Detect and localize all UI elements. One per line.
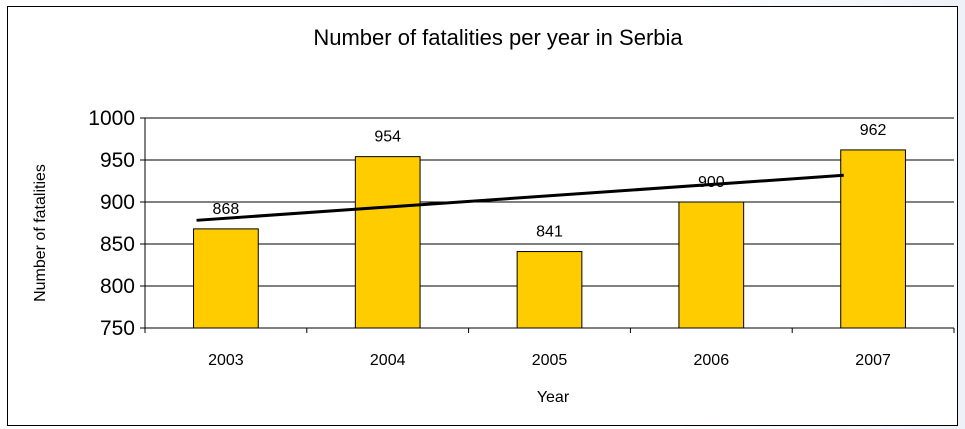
data-label: 962: [860, 122, 887, 139]
x-tick-label: 2007: [855, 352, 891, 369]
y-axis-title: Number of fatalities: [32, 164, 49, 302]
bar: [516, 251, 583, 329]
chart-frame: [7, 6, 958, 426]
data-label: 868: [213, 201, 240, 218]
bar: [678, 201, 745, 329]
x-tick-label: 2003: [208, 352, 244, 369]
bar: [840, 149, 906, 329]
bars: [193, 149, 906, 329]
bar: [354, 156, 421, 329]
trendline: [196, 173, 844, 222]
x-tick-label: 2005: [532, 352, 568, 369]
y-tick-label: 750: [100, 317, 135, 340]
chart-title: Number of fatalities per year in Serbia: [313, 25, 683, 50]
data-label: 841: [536, 224, 563, 241]
x-tick-label: 2006: [694, 352, 730, 369]
y-tick-label: 1000: [88, 107, 135, 130]
trendline-group: [196, 173, 844, 222]
data-label: 900: [698, 174, 725, 191]
y-tick-label: 850: [100, 233, 135, 256]
x-axis-title: Year: [537, 389, 570, 406]
gridlines: [145, 117, 954, 287]
y-tick-label: 800: [100, 275, 135, 298]
y-tick-label: 950: [100, 149, 135, 172]
x-tick-label: 2004: [370, 352, 406, 369]
y-tick-label: 900: [100, 191, 135, 214]
data-labels: 868 954 841 900 962: [213, 122, 887, 241]
data-label: 954: [374, 129, 401, 146]
axes: 750 800 850 900 950 1000 2003 2004 2005 2006 2007: [88, 107, 955, 369]
bar: [193, 228, 259, 329]
